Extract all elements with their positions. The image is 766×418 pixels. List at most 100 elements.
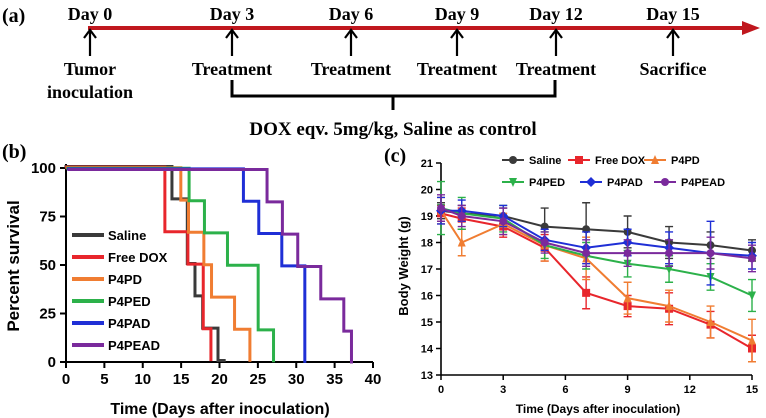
panel-c-data-point [623,293,632,303]
panel-c-y-tick-label: 13 [421,370,433,382]
treatment-bracket [230,80,557,110]
timeline-day-label: Day 3 [210,4,255,24]
timeline-event-label: Treatment [516,59,596,79]
panel-b-y-tick-label: 100 [31,160,56,177]
panel-c-x-tick-label: 12 [684,384,696,396]
panel-a-label: (a) [2,5,25,27]
panel-b-y-tick-label: 0 [48,354,56,371]
panel-b-y-axis-title: Percent survival [4,200,23,331]
panel-c-data-point [665,249,674,258]
timeline-event-label: Tumor [64,59,116,79]
panel-b-survival-chart: (b) 0 5 10 15 20 25 30 35 40 0 25 50 75 100 Saline Fre… [2,141,381,418]
panel-c-series-line [440,212,753,350]
timeline-day-label: Day 15 [646,4,700,24]
panel-c-legend-label: P4PAD [607,177,643,189]
panel-b-series-line [65,165,213,362]
panel-c-y-tick-label: 21 [421,158,433,170]
panel-b-label: (b) [2,141,26,163]
panel-b-x-tick-label: 20 [211,371,228,388]
panel-b-legend-label: Saline [108,228,146,243]
panel-c-data-point [706,317,715,326]
panel-c-x-tick-label: 0 [438,384,444,396]
panel-b-x-tick-label: 15 [173,371,190,388]
timeline-event-arrow [666,28,680,56]
panel-b-y-tick-label: 75 [39,209,56,226]
panel-b-series-line [65,166,252,362]
panel-b-legend-label: Free DOX [108,250,168,265]
panel-b-legend-label: P4PD [108,272,142,287]
panel-c-data-point [748,335,756,345]
timeline-day-label: Day 0 [68,4,113,24]
panel-c-x-tick-label: 6 [562,384,568,396]
panel-c-data-point [623,249,632,258]
timeline-event-label: Treatment [311,59,391,79]
panel-c-legend-marker [651,155,659,164]
panel-b-y-tick-label: 25 [39,306,56,323]
panel-c-legend-label: Saline [529,155,561,167]
panel-c-data-point [706,249,715,258]
panel-b-x-tick-label: 0 [62,371,70,388]
panel-c-y-tick-label: 17 [421,264,433,276]
panel-c-y-tick-label: 16 [421,291,433,303]
panel-c-data-point [665,265,674,274]
panel-c-data-point [437,204,445,213]
timeline-event-arrow [83,28,97,56]
timeline-event-arrow [344,28,358,56]
panel-b-x-axis-title: Time (Days after inoculation) [110,401,329,418]
panel-b-series-line [66,166,276,363]
panel-b-series [64,165,353,364]
timeline-day-label: Day 9 [435,4,480,24]
panel-c-data-point [582,249,591,258]
timeline-day-label: Day 6 [329,4,374,24]
panel-b-series-line [67,168,353,364]
panel-c-axes: 0 3 6 9 12 15 13 14 15 16 17 18 19 20 21 [421,158,758,396]
panel-b-series-line [64,165,226,362]
timeline-event-arrow [450,28,464,56]
panel-b-x-tick-label: 35 [326,371,343,388]
panel-c-y-tick-label: 18 [421,238,433,250]
panel-c-legend-label: P4PEAD [681,177,725,189]
panel-b-legend-label: P4PEAD [108,338,160,353]
panel-c-data-point [582,288,591,297]
panel-c-legend: Saline Free DOX P4PD P4PED P4PAD P4PEAD [502,155,725,189]
panel-b-legend-label: P4PAD [108,316,150,331]
timeline-event-label: inoculation [47,82,133,102]
panel-c-legend-marker [509,156,517,164]
panel-c-x-tick-label: 15 [746,384,758,396]
panel-b-x-tick-label: 5 [100,371,108,388]
panel-b-legend: Saline Free DOX P4PD P4PED P4PAD P4PEAD [72,228,168,353]
timeline-event-label: Treatment [417,59,497,79]
panel-c-legend-label: P4PED [529,177,565,189]
timeline-arrowhead [742,21,760,35]
panel-c-y-tick-label: 15 [421,317,433,329]
panel-c-legend-marker [509,178,517,187]
panel-b-x-tick-label: 10 [134,371,151,388]
panel-b-y-tick-label: 50 [39,257,56,274]
panel-b-axes: 0 5 10 15 20 25 30 35 40 0 25 50 75 100 [31,160,381,388]
panel-c-body-weight-chart: (c) 0 3 6 9 12 15 13 14 15 16 17 18 19 20 21 Saline Fre… [384,145,758,416]
timeline-event-arrow [225,28,239,56]
panel-c-data-point [748,254,756,263]
panel-b-x-tick-label: 40 [365,371,382,388]
panel-c-y-tick-label: 19 [421,211,433,223]
panel-c-legend-marker [661,178,669,186]
panel-c-x-tick-label: 3 [500,384,506,396]
panel-c-y-tick-label: 14 [421,344,434,356]
panel-c-legend-label: P4PD [671,155,700,167]
panel-c-x-axis-title: Time (Days after inoculation) [516,402,680,416]
panel-c-data-point [665,301,674,311]
panel-c-legend-marker [586,177,596,187]
panel-b-x-tick-label: 30 [288,371,305,388]
panel-c-data-point [540,238,549,247]
timeline-events: Day 0 Tumor inoculation Day 3 Treatment Day 6… [47,4,707,102]
panel-c-legend-marker [575,156,583,164]
panel-c-y-axis-title: Body Weight (g) [396,216,411,315]
timeline-day-label: Day 12 [529,4,583,24]
panel-b-x-tick-label: 25 [250,371,267,388]
panel-c-y-tick-label: 20 [421,185,433,197]
panel-c-label: (c) [384,145,406,167]
panel-c-data-point [457,212,466,220]
dose-note: DOX eqv. 5mg/kg, Saline as control [249,119,536,140]
